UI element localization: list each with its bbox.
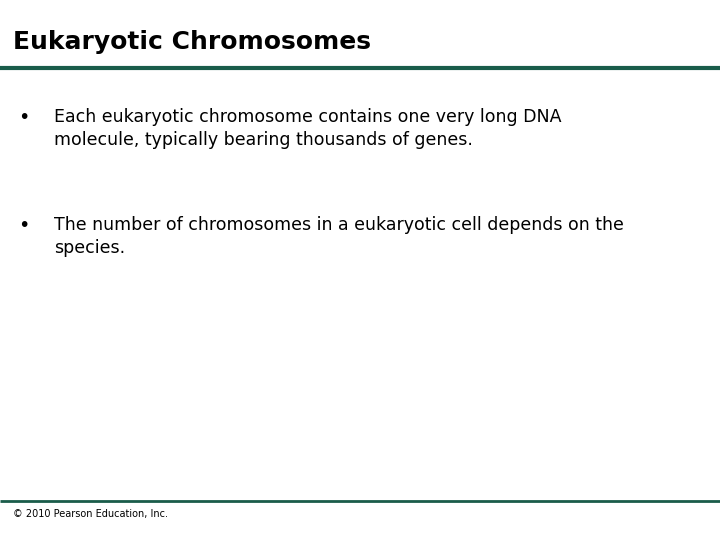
Text: Eukaryotic Chromosomes: Eukaryotic Chromosomes: [13, 30, 371, 53]
Text: Each eukaryotic chromosome contains one very long DNA
molecule, typically bearin: Each eukaryotic chromosome contains one …: [54, 108, 562, 149]
Text: © 2010 Pearson Education, Inc.: © 2010 Pearson Education, Inc.: [13, 509, 168, 519]
Text: •: •: [18, 216, 30, 235]
Text: •: •: [18, 108, 30, 127]
Text: The number of chromosomes in a eukaryotic cell depends on the
species.: The number of chromosomes in a eukaryoti…: [54, 216, 624, 257]
